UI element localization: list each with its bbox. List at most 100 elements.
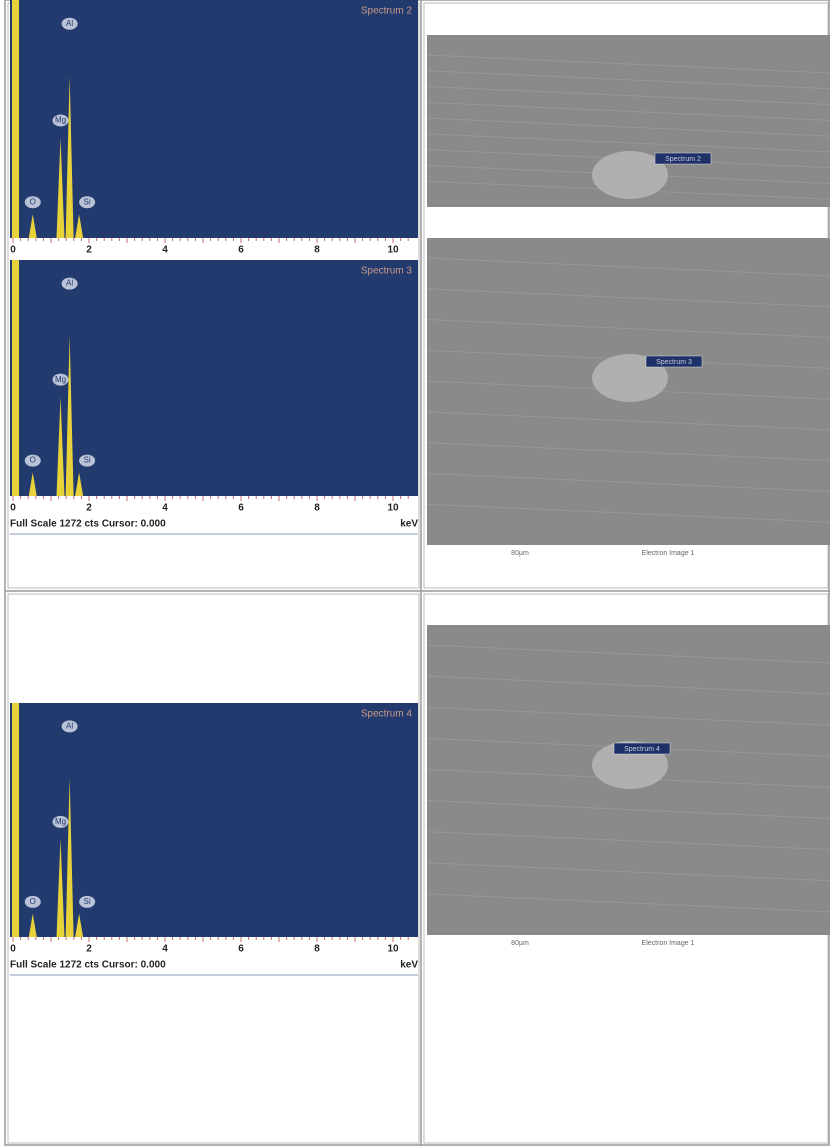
spectrum-title: Spectrum 3	[361, 266, 413, 277]
axis-tick-label: 2	[86, 944, 92, 955]
peak-label: O	[30, 897, 36, 906]
axis-strip	[10, 238, 418, 258]
spectrum-marker-label: Spectrum 4	[624, 746, 660, 753]
axis-tick-label: 4	[162, 944, 168, 955]
scratch-line	[426, 831, 830, 851]
axis-tick-label: 8	[314, 944, 320, 955]
peak	[56, 838, 65, 937]
peak-label-bg	[24, 895, 41, 908]
spectrum-marker	[613, 742, 671, 755]
spectrum-marker-label: Spectrum 3	[656, 359, 692, 366]
scale-bar-label: 80µm	[511, 940, 529, 947]
scratch-line	[426, 644, 830, 664]
spectrum-marker-label: Spectrum 2	[665, 156, 701, 163]
peak	[28, 214, 37, 238]
axis-tick-label: 0	[10, 245, 16, 256]
axis-tick-label: 6	[238, 503, 244, 514]
peak-label: O	[30, 197, 36, 206]
scratch-line	[426, 133, 830, 153]
peak	[56, 396, 65, 496]
axis-unit: keV	[400, 519, 418, 530]
spectrum-title: Spectrum 2	[361, 6, 413, 17]
image-caption: Electron Image 1	[642, 940, 695, 947]
cell-border	[7, 593, 420, 1144]
zero-peak	[12, 260, 19, 496]
peak	[65, 335, 74, 496]
peak-label-bg	[61, 277, 78, 290]
axis-tick-label: 2	[86, 503, 92, 514]
peak	[75, 913, 84, 937]
axis-tick-label: 10	[387, 503, 399, 514]
axis-tick-label: 6	[238, 944, 244, 955]
spectrum-footer: Full Scale 1272 cts Cursor: 0.000	[10, 519, 166, 530]
scratch-line	[426, 411, 830, 431]
peak	[28, 472, 37, 496]
axis-unit: keV	[400, 960, 418, 971]
scratch-line	[426, 800, 830, 820]
spectrum-title: Spectrum 4	[361, 709, 413, 720]
table-border	[4, 0, 830, 1146]
spectrum-panel	[10, 0, 418, 238]
peak-label: Mg	[55, 817, 66, 826]
scratch-line	[426, 54, 830, 74]
axis-strip	[10, 937, 418, 957]
peak-label-bg	[52, 373, 69, 386]
peak	[56, 138, 65, 238]
axis-tick-label: 2	[86, 245, 92, 256]
peak-label: O	[30, 456, 36, 465]
peak-label-bg	[61, 17, 78, 30]
axis-tick-label: 4	[162, 503, 168, 514]
scratch-line	[426, 442, 830, 462]
particle	[592, 151, 668, 199]
axis-tick-label: 4	[162, 245, 168, 256]
zero-peak	[12, 0, 19, 238]
zero-peak	[12, 703, 19, 937]
peak	[65, 777, 74, 937]
peak-label-bg	[79, 454, 96, 467]
spectrum-marker	[654, 152, 712, 165]
scratch-line	[426, 503, 830, 523]
peak-label: Mg	[55, 375, 66, 384]
image-caption: Electron Image 1	[642, 550, 695, 557]
peak	[28, 913, 37, 937]
peak-label-bg	[24, 454, 41, 467]
peak-label: Si	[84, 897, 91, 906]
axis-tick-label: 8	[314, 245, 320, 256]
axis-tick-label: 10	[387, 245, 399, 256]
peak-label: Al	[66, 19, 73, 28]
peak	[75, 472, 84, 496]
peak-label-bg	[61, 720, 78, 733]
spectrum-footer: Full Scale 1272 cts Cursor: 0.000	[10, 960, 166, 971]
scratch-line	[426, 862, 830, 882]
peak-label: Mg	[55, 116, 66, 125]
peak-label: Al	[66, 722, 73, 731]
peak-label: Si	[84, 197, 91, 206]
scratch-line	[426, 288, 830, 308]
scratch-line	[426, 472, 830, 492]
scratch-line	[426, 70, 830, 90]
scale-bar-label: 80µm	[511, 550, 529, 557]
peak-label-bg	[52, 114, 69, 127]
axis-tick-label: 0	[10, 503, 16, 514]
scratch-line	[426, 101, 830, 121]
scratch-line	[426, 86, 830, 106]
spectrum-panel	[10, 703, 418, 937]
peak-label: Si	[84, 456, 91, 465]
peak	[75, 214, 84, 238]
spectrum-marker	[645, 355, 703, 368]
axis-tick-label: 10	[387, 944, 399, 955]
scratch-line	[426, 893, 830, 913]
scratch-line	[426, 675, 830, 695]
axis-tick-label: 6	[238, 245, 244, 256]
scratch-line	[426, 706, 830, 726]
peak	[65, 76, 74, 238]
scratch-line	[426, 117, 830, 137]
axis-tick-label: 0	[10, 944, 16, 955]
axis-strip	[10, 496, 418, 516]
axis-tick-label: 8	[314, 503, 320, 514]
scratch-line	[426, 257, 830, 277]
peak-label: Al	[66, 279, 73, 288]
peak-label-bg	[24, 196, 41, 209]
